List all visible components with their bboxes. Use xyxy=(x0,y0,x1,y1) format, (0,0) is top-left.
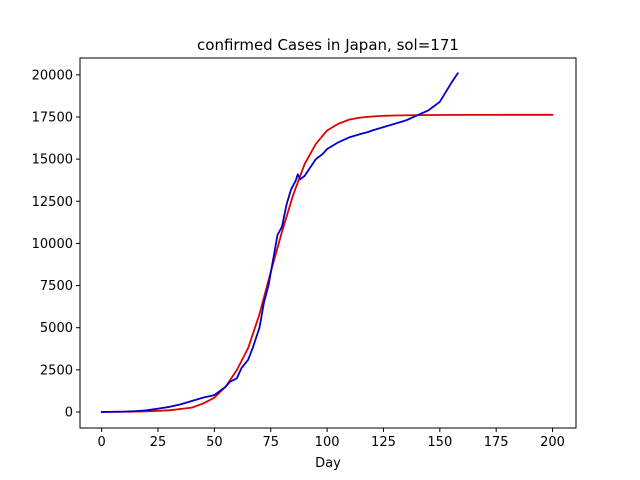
x-tick-label: 50 xyxy=(206,435,223,450)
x-tick-label: 100 xyxy=(315,435,340,450)
x-tick-label: 75 xyxy=(262,435,279,450)
y-tick-label: 20000 xyxy=(32,68,73,83)
plot-frame xyxy=(79,57,577,429)
series-layer xyxy=(100,72,554,413)
y-tick-label: 10000 xyxy=(32,237,73,252)
y-tick-label: 2500 xyxy=(40,363,73,378)
series-line-2 xyxy=(100,72,459,413)
y-tick-label: 7500 xyxy=(40,279,73,294)
y-tick-label: 17500 xyxy=(32,110,73,125)
x-tick-label: 175 xyxy=(484,435,509,450)
y-tick-label: 12500 xyxy=(32,195,73,210)
x-axis-label: Day xyxy=(315,456,341,471)
x-tick-label: 200 xyxy=(540,435,565,450)
y-tick-label: 15000 xyxy=(32,153,73,168)
x-tick-label: 125 xyxy=(371,435,396,450)
y-tick-label: 5000 xyxy=(40,321,73,336)
series-line-1 xyxy=(100,113,554,413)
x-tick-label: 0 xyxy=(98,435,106,450)
y-axis: 0 2500 5000 7500 10000 12500 15000 17500 20000 xyxy=(32,68,80,420)
x-tick-label: 25 xyxy=(150,435,167,450)
chart-title: confirmed Cases in Japan, sol=171 xyxy=(197,36,459,54)
x-axis: 0 25 50 75 100 125 150 175 200 xyxy=(98,428,565,450)
y-tick-label: 0 xyxy=(65,405,73,420)
plot-area xyxy=(79,57,577,429)
x-tick-label: 150 xyxy=(427,435,452,450)
